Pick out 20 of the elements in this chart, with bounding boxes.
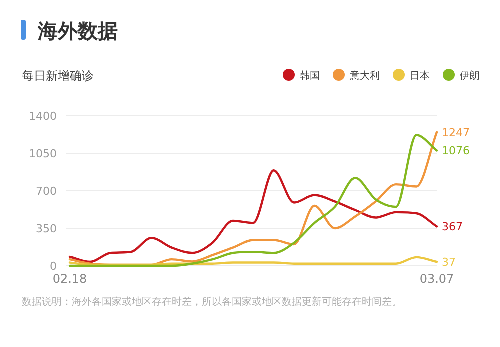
legend-label: 意大利 — [349, 70, 380, 82]
chart-subtitle: 每日新增确诊 — [22, 69, 94, 83]
y-tick-label: 1400 — [29, 110, 57, 123]
line-series — [68, 170, 438, 264]
x-tick-label: 02.18 — [52, 272, 88, 286]
text: 数据说明：海外各国家或地区存在时差，所以各国家或地区数据更新可能存在时间差。 — [22, 296, 403, 309]
y-tick-label: 0 — [50, 260, 57, 273]
legend-label: 韩国 — [300, 70, 320, 82]
y-tick-label: 350 — [36, 222, 57, 236]
chart-title: 海外数据 — [37, 19, 118, 43]
y-tick-label: 1050 — [29, 148, 57, 160]
y-tick-label: 700 — [36, 185, 57, 198]
data-label: 1247 — [442, 126, 470, 140]
legend-label: 伊朗 — [460, 70, 480, 82]
data-label: 1076 — [442, 144, 470, 158]
legend-label: 日本 — [410, 70, 430, 82]
line-series — [68, 256, 438, 266]
x-tick-label: 03.07 — [420, 272, 454, 286]
data-label: 37 — [442, 256, 456, 270]
data-label: 367 — [442, 220, 463, 234]
